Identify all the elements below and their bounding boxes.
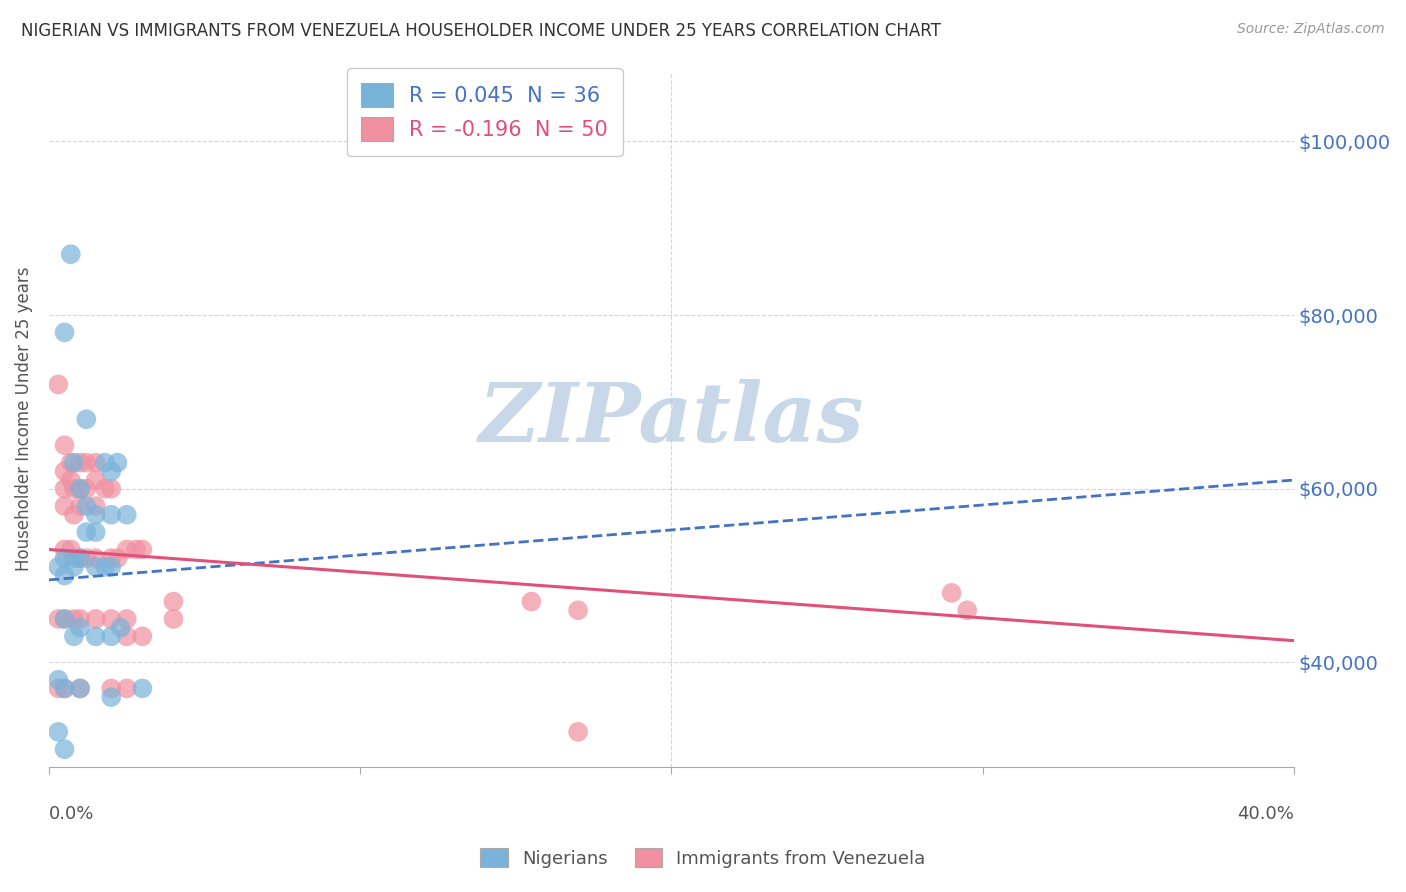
Point [100, 482, 122, 496]
Point [100, 464, 122, 478]
Point [100, 690, 122, 705]
Legend: R = 0.045  N = 36, R = -0.196  N = 50: R = 0.045 N = 36, R = -0.196 N = 50 [347, 69, 623, 156]
Point [94, 559, 117, 574]
Point [75, 456, 97, 470]
Point [100, 508, 122, 522]
Legend: Nigerians, Immigrants from Venezuela: Nigerians, Immigrants from Venezuela [470, 838, 936, 879]
Point [53, 551, 76, 566]
Point [84, 525, 107, 540]
Point [59, 247, 82, 261]
Point [84, 456, 107, 470]
Point [59, 473, 82, 487]
Point [53, 326, 76, 340]
Point [84, 629, 107, 643]
Point [115, 508, 138, 522]
Point [941, 586, 963, 600]
Point [100, 681, 122, 696]
Point [107, 551, 129, 566]
Point [131, 629, 153, 643]
Point [63, 456, 86, 470]
Point [53, 681, 76, 696]
Point [75, 482, 97, 496]
Point [94, 456, 117, 470]
Point [115, 612, 138, 626]
Point [110, 621, 132, 635]
Point [69, 681, 91, 696]
Point [567, 603, 589, 617]
Point [53, 482, 76, 496]
Point [75, 499, 97, 513]
Point [131, 542, 153, 557]
Point [115, 681, 138, 696]
Point [69, 621, 91, 635]
Point [100, 629, 122, 643]
Point [162, 612, 184, 626]
Point [69, 551, 91, 566]
Point [94, 482, 117, 496]
Point [567, 724, 589, 739]
Point [84, 559, 107, 574]
Point [53, 568, 76, 582]
Point [162, 594, 184, 608]
Point [115, 629, 138, 643]
Point [131, 681, 153, 696]
Point [53, 542, 76, 557]
Point [53, 742, 76, 756]
Point [75, 412, 97, 426]
Point [63, 559, 86, 574]
Point [84, 612, 107, 626]
Point [100, 612, 122, 626]
Point [100, 551, 122, 566]
Text: 40.0%: 40.0% [1237, 805, 1294, 823]
Point [53, 681, 76, 696]
Y-axis label: Householder Income Under 25 years: Householder Income Under 25 years [15, 267, 32, 572]
Point [63, 612, 86, 626]
Text: ZIPatlas: ZIPatlas [479, 379, 865, 459]
Point [75, 551, 97, 566]
Point [84, 508, 107, 522]
Point [100, 559, 122, 574]
Point [53, 438, 76, 452]
Point [63, 551, 86, 566]
Point [63, 629, 86, 643]
Point [59, 542, 82, 557]
Point [84, 551, 107, 566]
Point [46, 673, 69, 687]
Text: NIGERIAN VS IMMIGRANTS FROM VENEZUELA HOUSEHOLDER INCOME UNDER 25 YEARS CORRELAT: NIGERIAN VS IMMIGRANTS FROM VENEZUELA HO… [21, 22, 941, 40]
Point [46, 681, 69, 696]
Point [69, 499, 91, 513]
Point [69, 612, 91, 626]
Point [84, 473, 107, 487]
Point [956, 603, 979, 617]
Point [53, 612, 76, 626]
Point [53, 499, 76, 513]
Text: 0.0%: 0.0% [49, 805, 94, 823]
Point [125, 542, 148, 557]
Point [84, 499, 107, 513]
Point [46, 724, 69, 739]
Point [75, 525, 97, 540]
Point [46, 612, 69, 626]
Point [69, 482, 91, 496]
Text: Source: ZipAtlas.com: Source: ZipAtlas.com [1237, 22, 1385, 37]
Point [69, 482, 91, 496]
Point [69, 551, 91, 566]
Point [46, 377, 69, 392]
Point [46, 559, 69, 574]
Point [520, 594, 543, 608]
Point [53, 612, 76, 626]
Point [115, 542, 138, 557]
Point [69, 456, 91, 470]
Point [69, 681, 91, 696]
Point [63, 482, 86, 496]
Point [59, 456, 82, 470]
Point [107, 456, 129, 470]
Point [53, 464, 76, 478]
Point [63, 508, 86, 522]
